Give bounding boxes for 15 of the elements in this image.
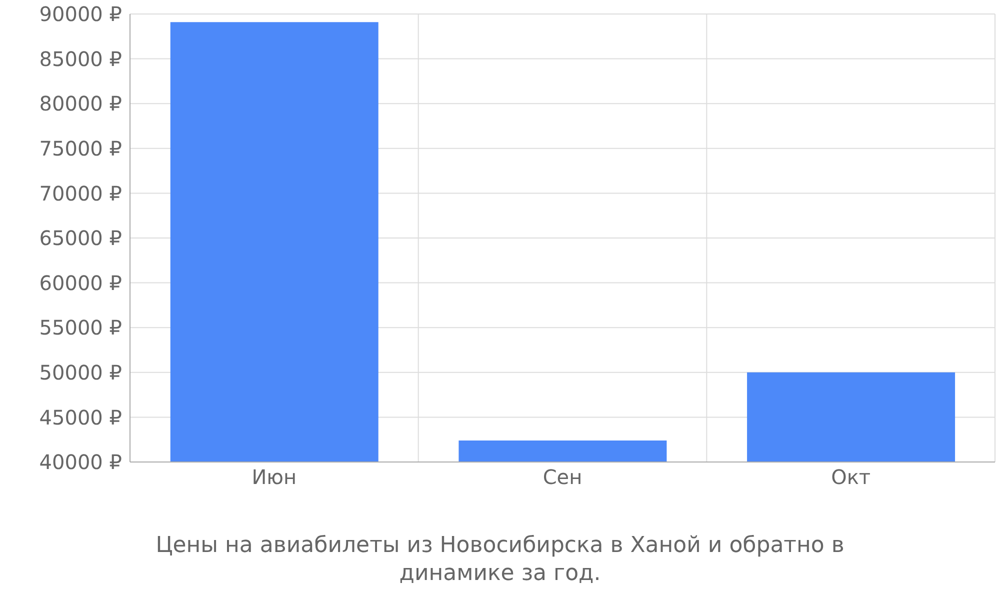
y-tick-label: 40000 ₽ — [39, 450, 122, 474]
y-tick-label: 85000 ₽ — [39, 46, 122, 71]
y-tick-label: 60000 ₽ — [39, 270, 122, 295]
y-tick-label: 90000 ₽ — [39, 2, 122, 26]
x-tick-label: Окт — [831, 465, 871, 490]
y-tick-label: 75000 ₽ — [39, 136, 122, 160]
y-tick-label: 80000 ₽ — [39, 92, 122, 116]
text: Цены на авиабилеты из Новосибирска в Ханой и обратно в динамике за год. — [154, 532, 846, 588]
y-tick-label: 65000 ₽ — [39, 226, 122, 250]
y-tick-label: 70000 ₽ — [39, 181, 122, 206]
x-tick-label: Июн — [252, 465, 297, 490]
y-tick-label: 45000 ₽ — [39, 405, 122, 430]
y-tick-label: 50000 ₽ — [39, 360, 122, 384]
x-tick-label: Сен — [542, 465, 582, 490]
y-tick-label: 55000 ₽ — [39, 316, 122, 340]
